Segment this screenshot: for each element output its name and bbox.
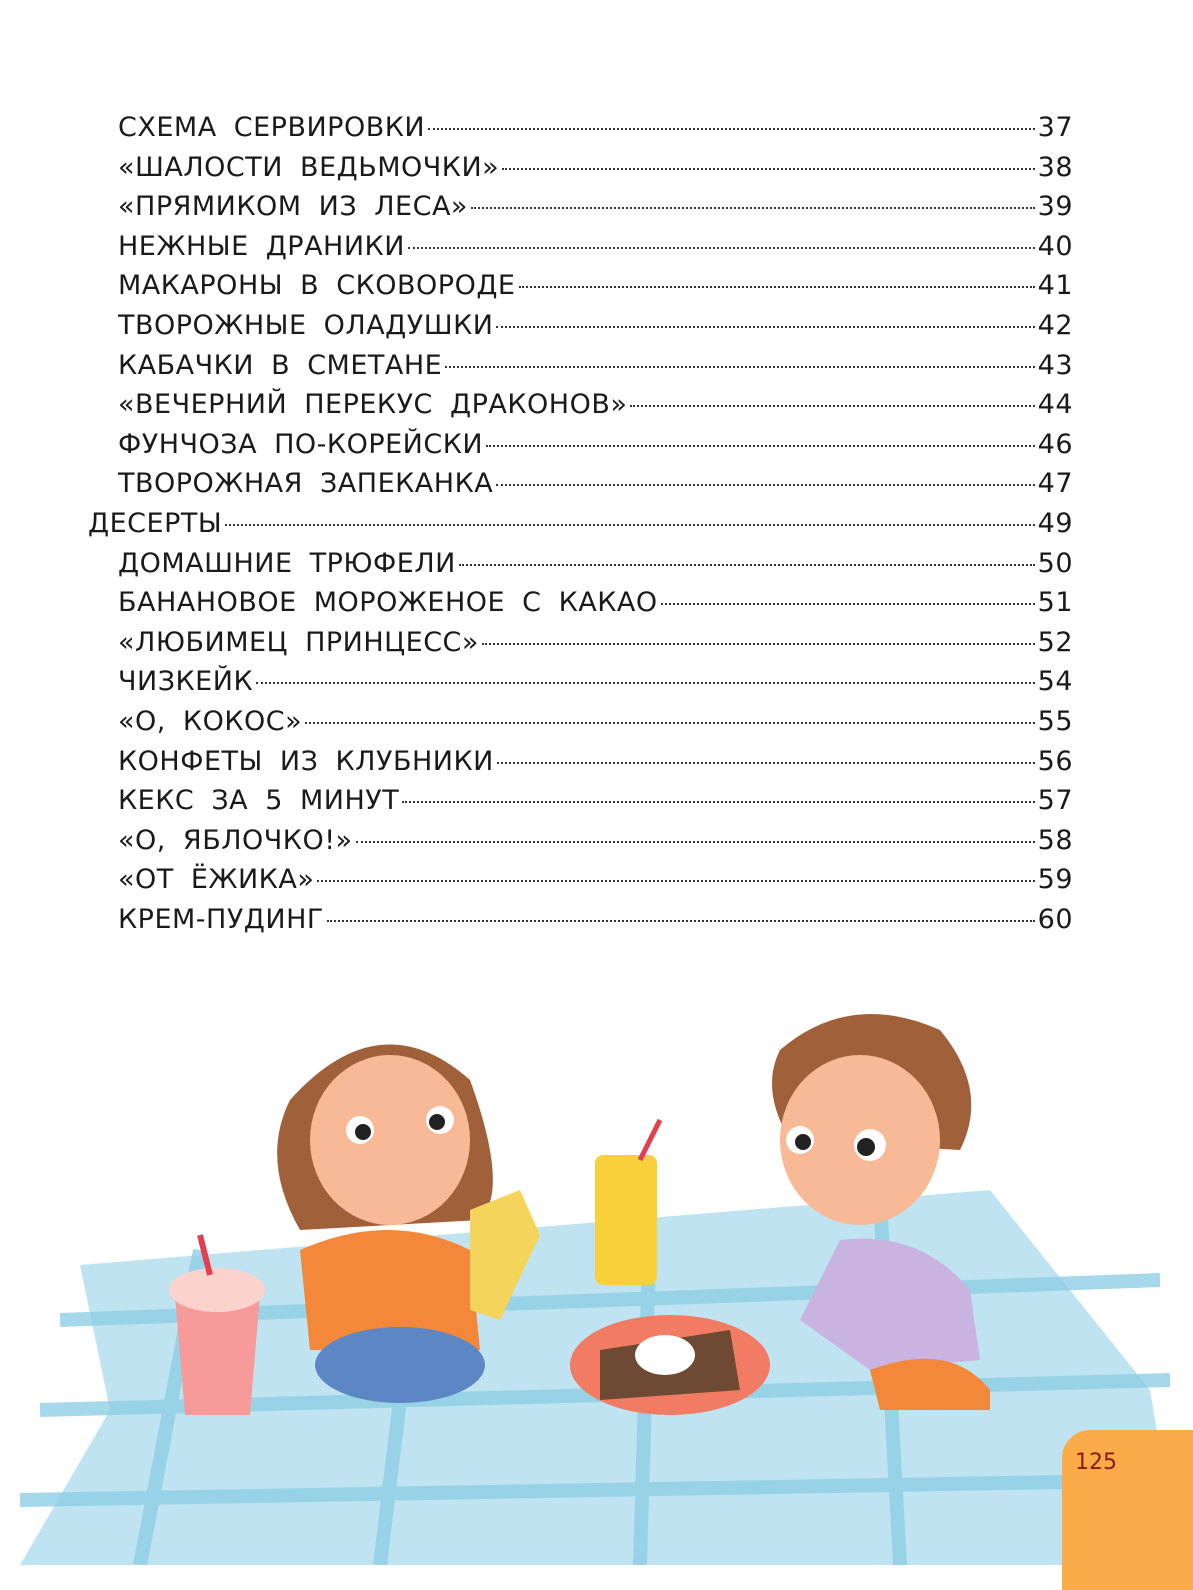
toc-page-number: 58 — [1037, 824, 1073, 856]
toc-entry: ДОМАШНИЕ ТРЮФЕЛИ 50 — [118, 548, 1073, 586]
toc-entry: КЕКС ЗА 5 МИНУТ 57 — [118, 785, 1073, 823]
toc-title: ДЕСЕРТЫ — [88, 508, 223, 539]
toc-entry: «О, ЯБЛОЧКО!» 58 — [118, 825, 1073, 863]
toc-entry: НЕЖНЫЕ ДРАНИКИ 40 — [118, 231, 1073, 269]
toc-page-number: 59 — [1037, 864, 1073, 896]
toc-title: «ОТ ЁЖИКА» — [118, 864, 315, 896]
toc-entry: ФУНЧОЗА ПО-КОРЕЙСКИ 46 — [118, 429, 1073, 467]
toc-title: ЧИЗКЕЙК — [118, 666, 254, 698]
toc-title: ТВОРОЖНЫЕ ОЛАДУШКИ — [118, 310, 494, 341]
toc-entry: «ПРЯМИКОМ ИЗ ЛЕСА» 39 — [118, 191, 1073, 229]
toc-entry: КАБАЧКИ В СМЕТАНЕ 43 — [118, 350, 1073, 388]
toc-title: МАКАРОНЫ В СКОВОРОДЕ — [118, 270, 516, 302]
toc-entry: «ШАЛОСТИ ВЕДЬМОЧКИ» 38 — [118, 152, 1073, 190]
toc-title: КЕКС ЗА 5 МИНУТ — [118, 785, 400, 817]
toc-title: КРЕМ-ПУДИНГ — [118, 904, 324, 935]
toc-title: ДОМАШНИЕ ТРЮФЕЛИ — [118, 547, 456, 579]
toc-title: ТВОРОЖНАЯ ЗАПЕКАНКА — [118, 468, 494, 500]
toc-title: «ВЕЧЕРНИЙ ПЕРЕКУС ДРАКОНОВ» — [118, 389, 628, 421]
toc-page-number: 39 — [1037, 191, 1073, 223]
dot-leader — [486, 444, 1035, 447]
toc-title: БАНАНОВОЕ МОРОЖЕНОЕ С КАКАО — [118, 587, 658, 619]
lemonade-glass — [595, 1118, 663, 1285]
page-number: 125 — [1075, 1450, 1117, 1475]
toc-title: СХЕМА СЕРВИРОВКИ — [118, 112, 426, 143]
dot-leader — [502, 167, 1035, 170]
toc-page-number: 43 — [1037, 349, 1073, 381]
dot-leader — [326, 920, 1035, 922]
dot-leader — [630, 405, 1035, 408]
toc-title: «О, ЯБЛОЧКО!» — [118, 824, 353, 856]
toc-title: «ШАЛОСТИ ВЕДЬМОЧКИ» — [118, 151, 500, 183]
toc-entry: «ОТ ЁЖИКА» 59 — [118, 864, 1073, 902]
girl-character — [277, 1044, 540, 1403]
toc-page-number: 37 — [1037, 112, 1073, 143]
toc-title: «ЛЮБИМЕЦ ПРИНЦЕСС» — [118, 626, 479, 658]
dot-leader — [305, 722, 1035, 724]
dot-leader — [402, 801, 1035, 804]
toc-title: НЕЖНЫЕ ДРАНИКИ — [118, 230, 405, 262]
smoothie-cup — [169, 1234, 265, 1415]
toc-page-number: 47 — [1037, 468, 1073, 500]
dot-leader — [496, 484, 1035, 487]
dot-leader — [407, 246, 1035, 249]
toc-section: ДЕСЕРТЫ 49 — [88, 508, 1073, 546]
toc-page-number: 54 — [1037, 666, 1073, 698]
dot-leader — [481, 642, 1035, 645]
toc-page-number: 50 — [1037, 547, 1073, 579]
dot-leader — [458, 563, 1035, 566]
toc-entry: ТВОРОЖНАЯ ЗАПЕКАНКА 47 — [118, 468, 1073, 506]
dot-leader — [518, 286, 1035, 289]
boy-character — [772, 1014, 990, 1410]
toc-entry: «ВЕЧЕРНИЙ ПЕРЕКУС ДРАКОНОВ» 44 — [118, 389, 1073, 427]
dot-leader — [256, 682, 1035, 685]
toc-page-number: 52 — [1037, 626, 1073, 658]
dot-leader — [445, 365, 1035, 368]
dot-leader — [428, 128, 1035, 130]
toc-title: «О, КОКОС» — [118, 706, 303, 737]
toc-entry: КРЕМ-ПУДИНГ 60 — [118, 904, 1073, 942]
toc-page-number: 46 — [1037, 428, 1073, 460]
dot-leader — [317, 880, 1035, 883]
plate-with-sandwich — [570, 1315, 770, 1415]
toc-title: ФУНЧОЗА ПО-КОРЕЙСКИ — [118, 428, 484, 460]
toc-page-number: 56 — [1037, 745, 1073, 777]
toc-page-number: 60 — [1037, 904, 1073, 935]
dot-leader — [496, 326, 1035, 328]
page-tab — [1062, 1430, 1193, 1590]
toc-entry: «О, КОКОС» 55 — [118, 706, 1073, 744]
dot-leader — [496, 761, 1035, 764]
toc-entry: «ЛЮБИМЕЦ ПРИНЦЕСС» 52 — [118, 627, 1073, 665]
dot-leader — [660, 603, 1035, 606]
toc-page-number: 57 — [1037, 785, 1073, 817]
toc-page-number: 38 — [1037, 151, 1073, 183]
toc-title: КАБАЧКИ В СМЕТАНЕ — [118, 349, 443, 381]
dot-leader — [355, 840, 1035, 843]
picnic-illustration — [19, 1014, 1181, 1565]
toc-entry: КОНФЕТЫ ИЗ КЛУБНИКИ 56 — [118, 746, 1073, 784]
toc-entry: МАКАРОНЫ В СКОВОРОДЕ 41 — [118, 270, 1073, 308]
toc-entry: ТВОРОЖНЫЕ ОЛАДУШКИ 42 — [118, 310, 1073, 348]
toc-entry: СХЕМА СЕРВИРОВКИ 37 — [118, 112, 1073, 150]
toc-entry: БАНАНОВОЕ МОРОЖЕНОЕ С КАКАО 51 — [118, 587, 1073, 625]
toc-page-number: 49 — [1037, 508, 1073, 539]
dot-leader — [470, 207, 1035, 210]
toc-title: КОНФЕТЫ ИЗ КЛУБНИКИ — [118, 745, 494, 777]
toc-entry: ЧИЗКЕЙК 54 — [118, 666, 1073, 704]
toc-page-number: 55 — [1037, 706, 1073, 737]
toc-title: «ПРЯМИКОМ ИЗ ЛЕСА» — [118, 191, 468, 223]
toc-page-number: 42 — [1037, 310, 1073, 341]
toc-page-number: 51 — [1037, 587, 1073, 619]
toc-page-number: 41 — [1037, 270, 1073, 302]
dot-leader — [225, 524, 1035, 526]
toc-page-number: 40 — [1037, 230, 1073, 262]
toc-page-number: 44 — [1037, 389, 1073, 421]
